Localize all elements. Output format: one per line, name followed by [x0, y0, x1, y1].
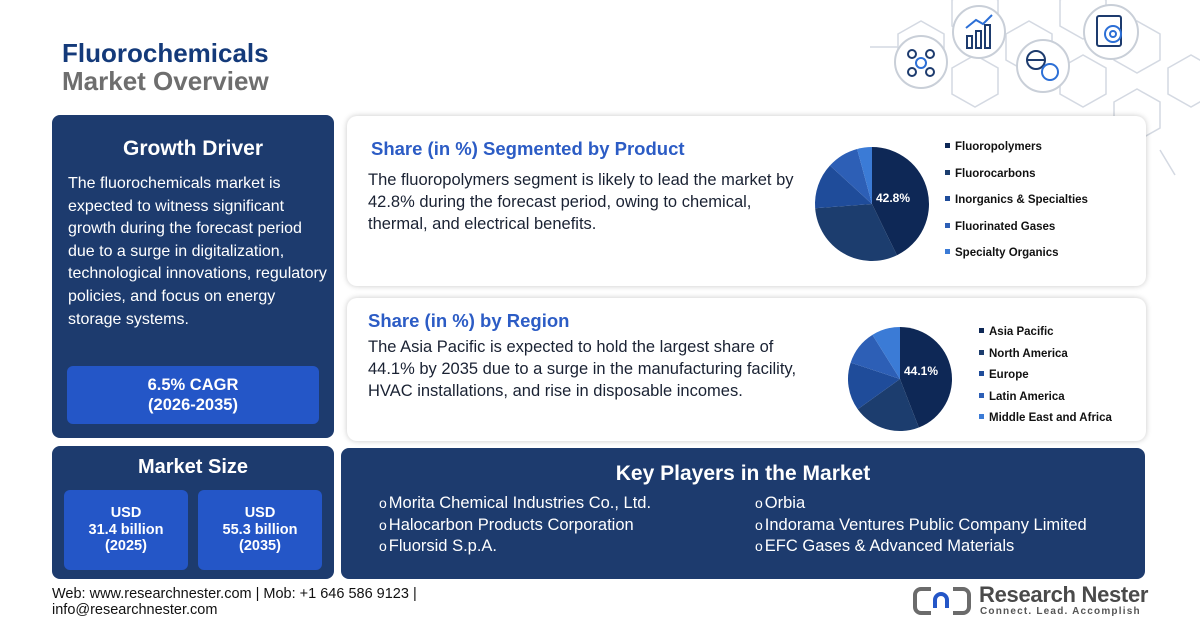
legend-swatch [945, 169, 950, 175]
legend-item: Asia Pacific [979, 326, 1054, 338]
legend-swatch [979, 328, 984, 334]
cagr-badge: 6.5% CAGR (2026-2035) [67, 366, 319, 424]
pie-slice-latin-america [850, 334, 900, 379]
product-pie-value-label: 42.8% [876, 191, 910, 205]
pie-slice-fluorinated-gases [829, 148, 872, 204]
key-player-item: o Morita Chemical Industries Co., Ltd. [379, 494, 651, 513]
target-report-icon [1096, 15, 1122, 47]
pie-slice-inorganics-specialties [815, 165, 872, 209]
market-size-year: (2025) [105, 538, 147, 554]
bullet-icon: o [755, 538, 763, 554]
market-size-currency: USD [110, 505, 142, 521]
product-share-text: The fluoropolymers segment is likely to … [368, 171, 794, 233]
region-pie-chart: 44.1% [848, 327, 952, 431]
legend-swatch [979, 414, 984, 420]
region-share-text: The Asia Pacific is expected to hold the… [368, 338, 797, 400]
globe-dollar-icon [1026, 50, 1059, 81]
bullet-icon: o [379, 495, 387, 511]
logo-name: Research Nester [979, 582, 1149, 607]
legend-label: Europe [989, 369, 1029, 381]
bar-growth-icon [965, 14, 993, 49]
pie-slice-north-america [857, 379, 919, 431]
legend-swatch [945, 143, 950, 149]
bullet-icon: o [755, 516, 763, 533]
legend-swatch [945, 196, 950, 202]
legend-swatch [979, 349, 984, 355]
key-player-item: o Fluorsid S.p.A. [379, 537, 497, 556]
key-player-item: o Indorama Ventures Public Company Limite… [755, 516, 1087, 535]
pie-slice-asia-pacific [900, 327, 952, 428]
legend-item: Fluorocarbons [945, 168, 1036, 180]
market-size-year: (2035) [239, 538, 281, 554]
legend-item: North America [979, 348, 1068, 360]
key-player-name: Orbia [764, 494, 806, 512]
key-player-name: EFC Gases & Advanced Materials [764, 537, 1015, 555]
key-player-name: Morita Chemical Industries Co., Ltd. [388, 494, 652, 512]
cagr-value: 6.5% CAGR [147, 376, 239, 394]
legend-label: Middle East and Africa [989, 412, 1112, 424]
key-player-item: o Orbia [755, 494, 805, 513]
market-size-value: 31.4 billion [88, 521, 164, 538]
growth-driver-panel: Growth Driver The fluorochemicals market… [52, 115, 334, 438]
logo-tagline: Connect. Lead. Accomplish [980, 606, 1141, 617]
key-player-name: Fluorsid S.p.A. [388, 537, 498, 555]
pie-slice-middle-east-and-africa [872, 327, 900, 379]
product-share-card: Share (in %) Segmented by Product The fl… [347, 116, 1146, 286]
legend-item: Specialty Organics [945, 247, 1059, 259]
product-share-heading: Share (in %) Segmented by Product [371, 138, 685, 159]
pie-slice-specialty-organics [857, 147, 872, 204]
page-title-line-1: Fluorochemicals [62, 38, 269, 68]
legend-label: Specialty Organics [955, 247, 1059, 259]
pie-slice-europe [848, 362, 900, 410]
market-size-value: 55.3 billion [222, 521, 298, 538]
region-share-heading: Share (in %) by Region [368, 310, 570, 331]
market-size-heading: Market Size [137, 456, 249, 478]
legend-item: Middle East and Africa [979, 412, 1112, 424]
growth-driver-text: The fluorochemicals market is expected t… [68, 175, 327, 328]
key-player-item: o EFC Gases & Advanced Materials [755, 537, 1014, 556]
pie-slice-fluorocarbons [815, 204, 897, 261]
key-player-item: o Halocarbon Products Corporation [379, 516, 634, 535]
legend-swatch [979, 371, 984, 377]
legend-swatch [979, 392, 984, 398]
market-size-currency: USD [244, 505, 276, 521]
key-player-name: Indorama Ventures Public Company Limited [764, 515, 1087, 534]
legend-label: Latin America [989, 390, 1065, 403]
market-size-panel: Market Size USD 31.4 billion (2025) USD … [52, 446, 334, 579]
legend-item: Fluorinated Gases [945, 221, 1055, 233]
legend-label: Inorganics & Specialties [955, 194, 1088, 206]
growth-driver-heading: Growth Driver [122, 137, 264, 160]
legend-label: Fluorocarbons [955, 167, 1036, 180]
region-pie-value-label: 44.1% [904, 364, 938, 378]
bullet-icon: o [379, 516, 387, 533]
legend-label: North America [989, 347, 1068, 360]
bullet-icon: o [755, 495, 763, 511]
bullet-icon: o [379, 538, 387, 554]
region-share-card: Share (in %) by Region The Asia Pacific … [347, 298, 1146, 441]
legend-item: Latin America [979, 391, 1065, 403]
market-size-box-2025: USD 31.4 billion (2025) [64, 490, 188, 570]
footer-contact: Web: www.researchnester.com | Mob: +1 64… [52, 586, 417, 602]
footer-email: info@researchnester.com [52, 602, 218, 618]
market-size-box-2035: USD 55.3 billion (2035) [198, 490, 322, 570]
key-player-name: Halocarbon Products Corporation [388, 515, 634, 534]
legend-swatch [945, 222, 950, 228]
key-players-panel: Key Players in the Market o Morita Chemic… [341, 448, 1145, 579]
legend-item: Europe [979, 369, 1029, 381]
legend-label: Asia Pacific [989, 326, 1054, 338]
legend-item: Fluoropolymers [945, 141, 1042, 153]
network-users-icon [907, 49, 935, 77]
page-title-line-2: Market Overview [62, 66, 269, 96]
research-nester-logo-icon [913, 587, 971, 615]
cagr-period: (2026-2035) [148, 396, 238, 414]
product-pie-chart: 42.8% [815, 147, 929, 261]
legend-label: Fluorinated Gases [955, 220, 1056, 233]
legend-label: Fluoropolymers [955, 141, 1042, 153]
legend-swatch [945, 249, 950, 255]
key-players-heading: Key Players in the Market [615, 462, 871, 485]
legend-item: Inorganics & Specialties [945, 194, 1088, 206]
pie-slice-fluoropolymers [872, 147, 929, 256]
